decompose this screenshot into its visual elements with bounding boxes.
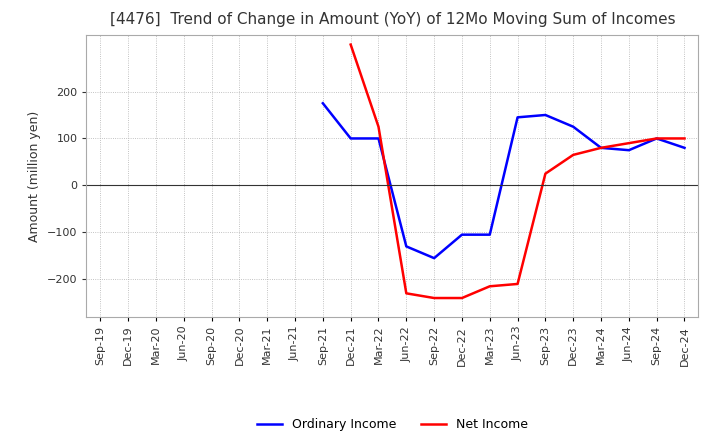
Net Income bbox=[597, 145, 606, 150]
Net Income bbox=[569, 152, 577, 158]
Ordinary Income bbox=[374, 136, 383, 141]
Legend: Ordinary Income, Net Income: Ordinary Income, Net Income bbox=[252, 413, 533, 436]
Ordinary Income bbox=[624, 147, 633, 153]
Net Income bbox=[541, 171, 550, 176]
Net Income bbox=[680, 136, 689, 141]
Ordinary Income bbox=[680, 145, 689, 150]
Y-axis label: Amount (million yen): Amount (million yen) bbox=[28, 110, 41, 242]
Net Income bbox=[458, 295, 467, 301]
Title: [4476]  Trend of Change in Amount (YoY) of 12Mo Moving Sum of Incomes: [4476] Trend of Change in Amount (YoY) o… bbox=[109, 12, 675, 27]
Net Income bbox=[430, 295, 438, 301]
Ordinary Income bbox=[541, 112, 550, 117]
Ordinary Income bbox=[597, 145, 606, 150]
Net Income bbox=[346, 42, 355, 47]
Net Income bbox=[624, 140, 633, 146]
Line: Net Income: Net Income bbox=[351, 44, 685, 298]
Ordinary Income bbox=[458, 232, 467, 237]
Ordinary Income bbox=[513, 115, 522, 120]
Ordinary Income bbox=[318, 101, 327, 106]
Net Income bbox=[513, 281, 522, 286]
Net Income bbox=[374, 124, 383, 129]
Net Income bbox=[652, 136, 661, 141]
Line: Ordinary Income: Ordinary Income bbox=[323, 103, 685, 258]
Net Income bbox=[485, 284, 494, 289]
Ordinary Income bbox=[569, 124, 577, 129]
Ordinary Income bbox=[402, 244, 410, 249]
Ordinary Income bbox=[430, 256, 438, 261]
Ordinary Income bbox=[652, 136, 661, 141]
Ordinary Income bbox=[346, 136, 355, 141]
Net Income bbox=[402, 291, 410, 296]
Ordinary Income bbox=[485, 232, 494, 237]
